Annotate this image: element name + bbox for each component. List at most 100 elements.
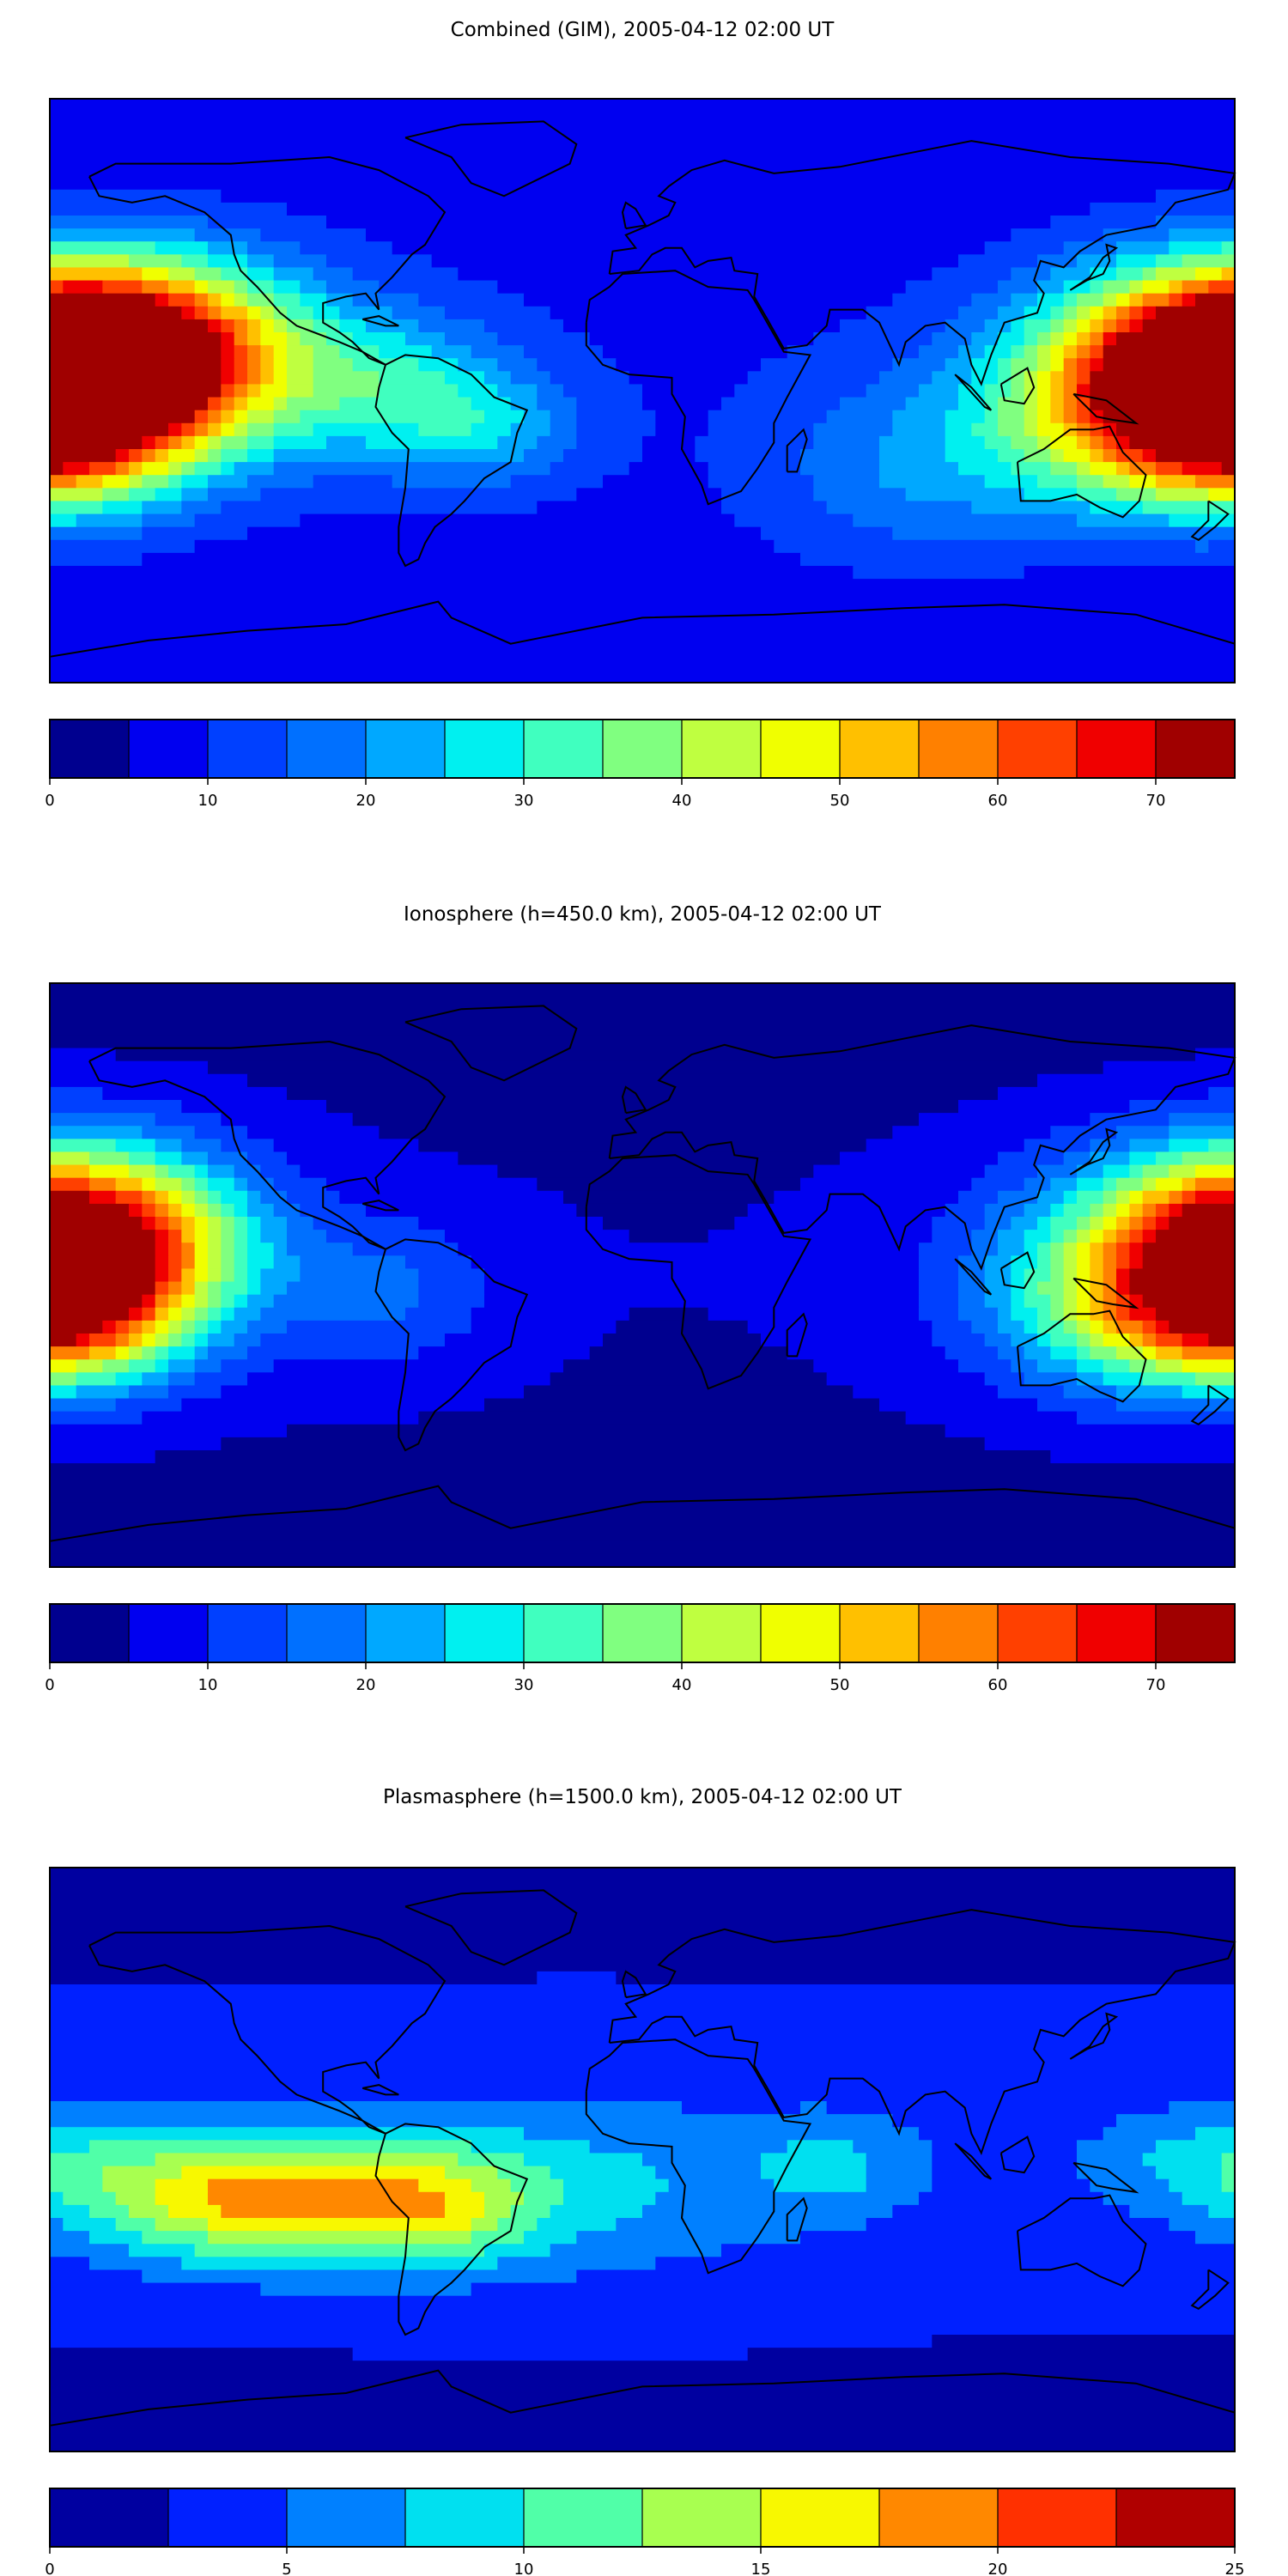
field-cell: [774, 539, 1196, 554]
field-cell: [50, 2166, 103, 2180]
field-cell: [1037, 1281, 1065, 1296]
field-cell: [497, 435, 538, 450]
field-cell: [642, 2153, 762, 2167]
field-cell: [247, 267, 275, 282]
field-cell: [181, 1100, 327, 1114]
field-cell: [971, 501, 1091, 515]
field-cell: [287, 332, 301, 346]
field-cell: [1116, 1217, 1130, 1230]
colorbar-segment: [524, 1604, 604, 1662]
field-cell: [168, 280, 196, 295]
field-cell: [155, 2178, 209, 2193]
field-cell: [247, 358, 261, 372]
field-cell: [998, 332, 1025, 346]
field-cell: [1142, 1164, 1170, 1179]
field-cell: [1142, 2153, 1223, 2167]
field-cell: [221, 410, 235, 424]
colorbar-segment: [129, 720, 209, 778]
field-cell: [260, 1281, 288, 1296]
field-cell: [1024, 410, 1038, 424]
field-cell: [1024, 422, 1038, 437]
field-cell: [629, 1230, 709, 1243]
field-cell: [971, 358, 999, 372]
field-cell: [50, 2062, 1236, 2076]
field-cell: [998, 1320, 1025, 1334]
field-cell: [273, 1177, 327, 1192]
field-cell: [208, 2191, 446, 2206]
field-cell: [1103, 2127, 1196, 2141]
colorbar-segment: [1116, 2488, 1236, 2547]
field-cell: [747, 1203, 946, 1218]
field-cell: [497, 2166, 551, 2180]
colorbar-tick-label: 70: [1146, 792, 1166, 810]
field-cell: [1129, 1151, 1157, 1166]
field-cell: [984, 475, 1038, 489]
field-cell: [366, 228, 1012, 242]
field-cell: [326, 1100, 959, 1114]
field-cell: [50, 1489, 1236, 1504]
field-cell: [50, 513, 77, 528]
map-frame: [49, 1867, 1236, 2452]
field-cell: [642, 2204, 893, 2219]
field-cell: [1050, 1230, 1065, 1243]
field-cell: [50, 2412, 1236, 2427]
coastline-eurasia: [608, 1909, 1236, 2155]
field-cell: [892, 526, 1236, 541]
field-cell: [247, 1320, 288, 1334]
field-cell: [695, 449, 801, 463]
field-cell: [813, 1359, 959, 1373]
field-cell: [142, 1126, 196, 1139]
field-cell: [234, 293, 248, 307]
field-cell: [800, 1177, 972, 1192]
colorbar-segment: [208, 720, 288, 778]
field-cell: [1129, 1217, 1144, 1230]
field-cell: [221, 1385, 525, 1400]
field-cell: [102, 1086, 288, 1101]
field-cell: [155, 1307, 169, 1321]
field-cell: [550, 2166, 656, 2180]
field-cell: [352, 293, 419, 307]
field-cell: [1142, 1372, 1196, 1387]
field-cell: [1129, 1281, 1236, 1296]
field-cell: [1077, 371, 1091, 386]
field-cell: [721, 501, 828, 515]
field-cell: [458, 358, 498, 372]
coastline-madagascar: [786, 428, 808, 473]
field-cell: [50, 1048, 117, 1062]
field-cell: [247, 332, 261, 346]
field-cell: [208, 254, 248, 269]
field-cell: [234, 1242, 248, 1256]
field-cell: [919, 2191, 1104, 2206]
field-cell: [181, 1242, 196, 1256]
field-cell: [287, 1320, 472, 1334]
field-cell: [155, 1190, 169, 1205]
field-cell: [984, 1372, 1025, 1387]
field-cell: [998, 1346, 1025, 1360]
field-cell: [50, 449, 117, 463]
field-cell: [273, 293, 301, 307]
field-cell: [800, 462, 880, 476]
field-cell: [458, 2153, 525, 2167]
field-cell: [919, 345, 959, 359]
coastline-madagascar: [786, 2196, 808, 2242]
field-cell: [708, 1307, 920, 1321]
field-cell: [168, 422, 182, 437]
field-cell: [247, 1346, 419, 1360]
field-cell: [155, 241, 209, 255]
field-cell: [234, 280, 248, 295]
field-cell: [1037, 1307, 1051, 1321]
field-cell: [1024, 1281, 1038, 1296]
field-cell: [142, 1346, 156, 1360]
field-cell: [1050, 1294, 1065, 1309]
field-cell: [1129, 1268, 1236, 1283]
colorbar-segment: [998, 2488, 1117, 2547]
field-cell: [50, 306, 182, 320]
field-cell: [1116, 293, 1130, 307]
field-cell: [932, 1230, 972, 1243]
field-cell: [484, 2244, 551, 2257]
colorbar-segment: [1156, 720, 1236, 778]
field-cell: [221, 397, 235, 411]
field-cell: [879, 371, 933, 386]
field-cell: [208, 2218, 472, 2232]
coastline-britain: [621, 201, 647, 230]
